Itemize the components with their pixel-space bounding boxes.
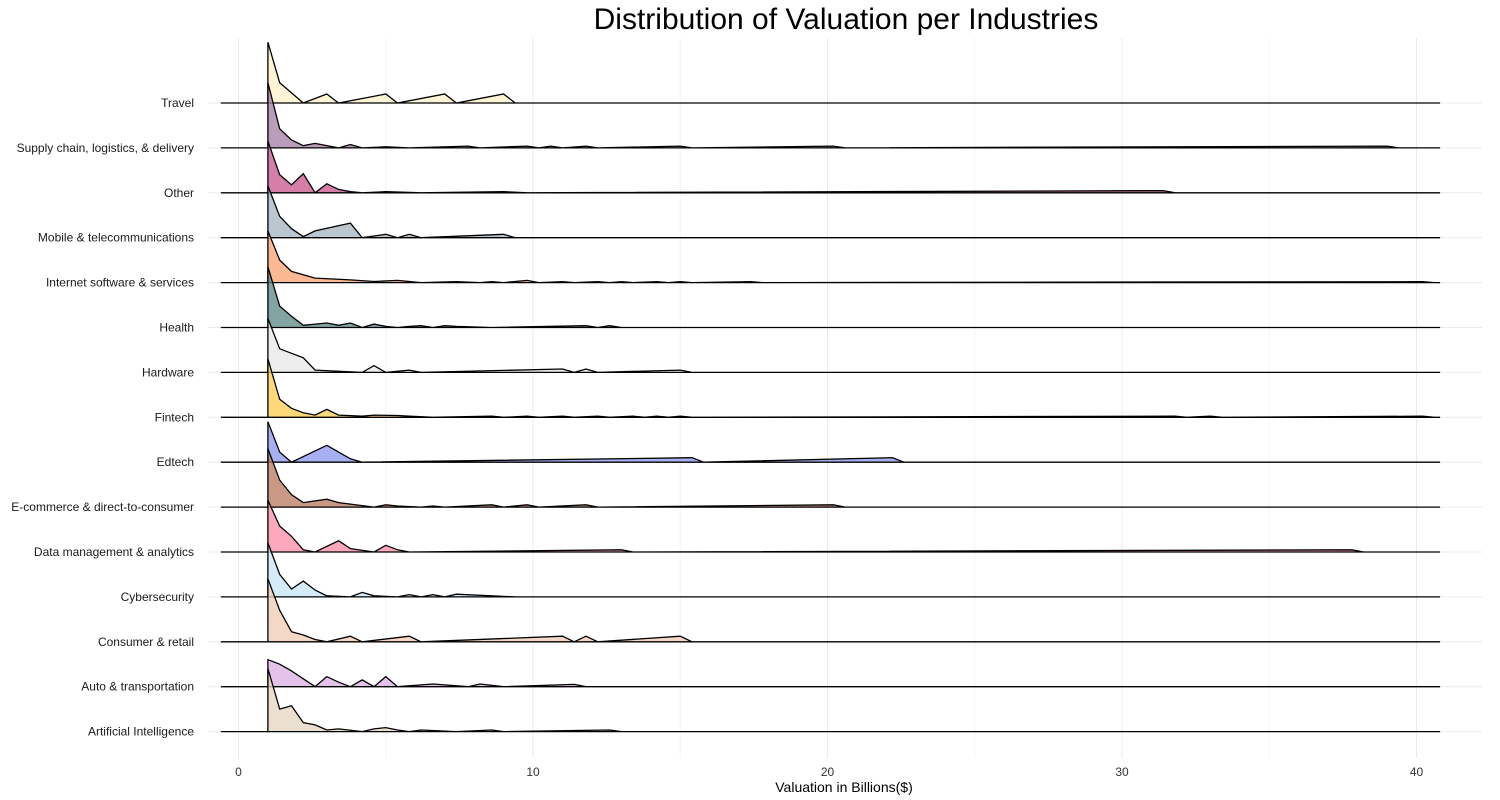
- ridge-travel: [267, 42, 1441, 104]
- ridge-edtech: [267, 421, 1441, 463]
- ridge-supply-chain-logistics-delivery: [267, 82, 1441, 149]
- y-tick-label: Supply chain, logistics, & delivery: [17, 141, 194, 155]
- y-tick-label: Internet software & services: [46, 276, 194, 290]
- ridge-internet-software-services: [267, 230, 1441, 284]
- chart-title: Distribution of Valuation per Industries: [594, 3, 1099, 36]
- y-tick-label: Consumer & retail: [98, 635, 194, 649]
- y-axis-labels: Travel Supply chain, logistics, & deliver…: [11, 96, 194, 739]
- x-axis-ticks: 0 10 20 30 40: [235, 765, 1423, 779]
- x-tick-label: 30: [1115, 765, 1129, 779]
- y-tick-label: Artificial Intelligence: [88, 725, 194, 739]
- y-tick-label: Cybersecurity: [121, 590, 194, 604]
- y-tick-label: Hardware: [142, 365, 194, 379]
- x-axis-label: Valuation in Billions($): [775, 779, 912, 795]
- y-tick-label: E-commerce & direct-to-consumer: [11, 500, 194, 514]
- ridge-data-management-analytics: [267, 500, 1441, 553]
- ridge-mobile-telecommunications: [267, 185, 1441, 239]
- ridge-hardware: [267, 318, 1441, 374]
- ridge-cybersecurity: [267, 542, 1441, 598]
- ridge-health: [267, 266, 1441, 329]
- y-tick-label: Travel: [161, 96, 194, 110]
- ridge-fintech: [267, 358, 1441, 418]
- ridge-other: [267, 140, 1441, 194]
- ridge-consumer-retail: [267, 578, 1441, 643]
- ridge-artificial-intelligence: [267, 668, 1441, 733]
- x-tick-label: 10: [526, 765, 540, 779]
- x-tick-label: 20: [821, 765, 835, 779]
- y-tick-label: Mobile & telecommunications: [38, 231, 194, 245]
- y-tick-label: Health: [159, 321, 194, 335]
- y-tick-label: Edtech: [157, 455, 194, 469]
- y-tick-label: Fintech: [155, 410, 194, 424]
- ridge-auto-transportation: [267, 658, 1441, 688]
- y-tick-label: Auto & transportation: [81, 680, 194, 694]
- y-tick-label: Other: [164, 186, 194, 200]
- x-tick-label: 0: [235, 765, 242, 779]
- ridges: [220, 42, 1441, 733]
- ridge-e-commerce-direct-to-consumer: [267, 448, 1441, 508]
- y-tick-label: Data management & analytics: [34, 545, 194, 559]
- x-tick-label: 40: [1410, 765, 1424, 779]
